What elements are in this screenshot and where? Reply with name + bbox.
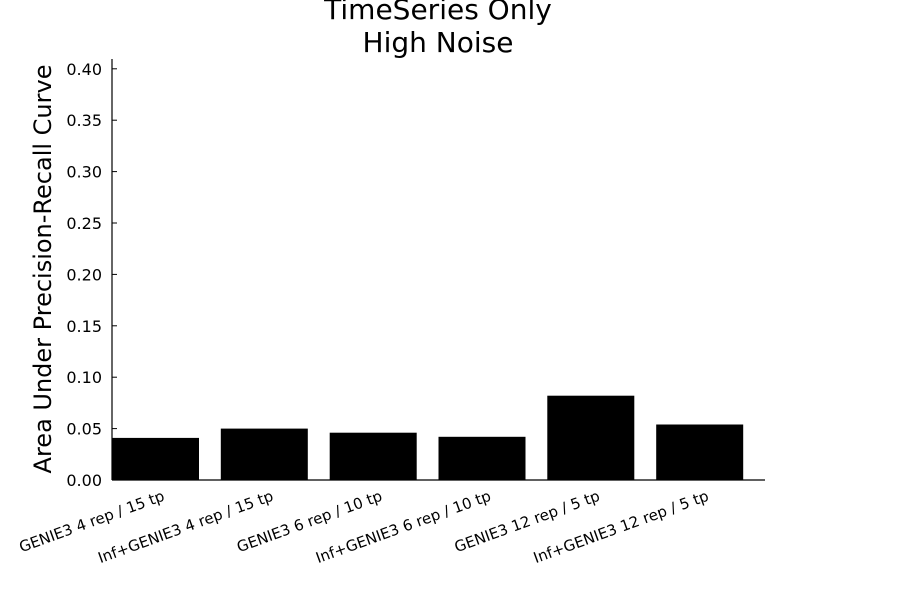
bar	[329, 432, 417, 480]
y-tick-label: 0.20	[66, 265, 102, 284]
y-tick-label: 0.40	[66, 60, 102, 79]
bar	[220, 428, 308, 480]
y-tick-label: 0.25	[66, 214, 102, 233]
y-tick-label: 0.30	[66, 163, 102, 182]
bar	[656, 424, 744, 480]
bar	[547, 395, 635, 480]
chart-title-line-1: TimeSeries Only	[323, 0, 552, 26]
bar	[112, 437, 199, 480]
y-tick-label: 0.00	[66, 471, 102, 490]
y-tick-label: 0.05	[66, 420, 102, 439]
x-category-label: Inf+GENIE3 6 rep / 10 tp	[313, 487, 493, 567]
y-tick-label: 0.35	[66, 111, 102, 130]
chart-title-line-2: High Noise	[363, 26, 514, 59]
bar	[438, 436, 526, 480]
y-tick-label: 0.15	[66, 317, 102, 336]
x-category-label: Inf+GENIE3 12 rep / 5 tp	[531, 487, 711, 567]
y-axis-label: Area Under Precision-Recall Curve	[29, 65, 57, 474]
x-category-label: Inf+GENIE3 4 rep / 15 tp	[96, 487, 276, 567]
y-ticks-group: 0.00 0.05 0.10 0.15 0.20 0.25 0.30 0.35 0.40	[66, 60, 117, 490]
y-tick-label: 0.10	[66, 368, 102, 387]
bars-group	[112, 395, 744, 480]
